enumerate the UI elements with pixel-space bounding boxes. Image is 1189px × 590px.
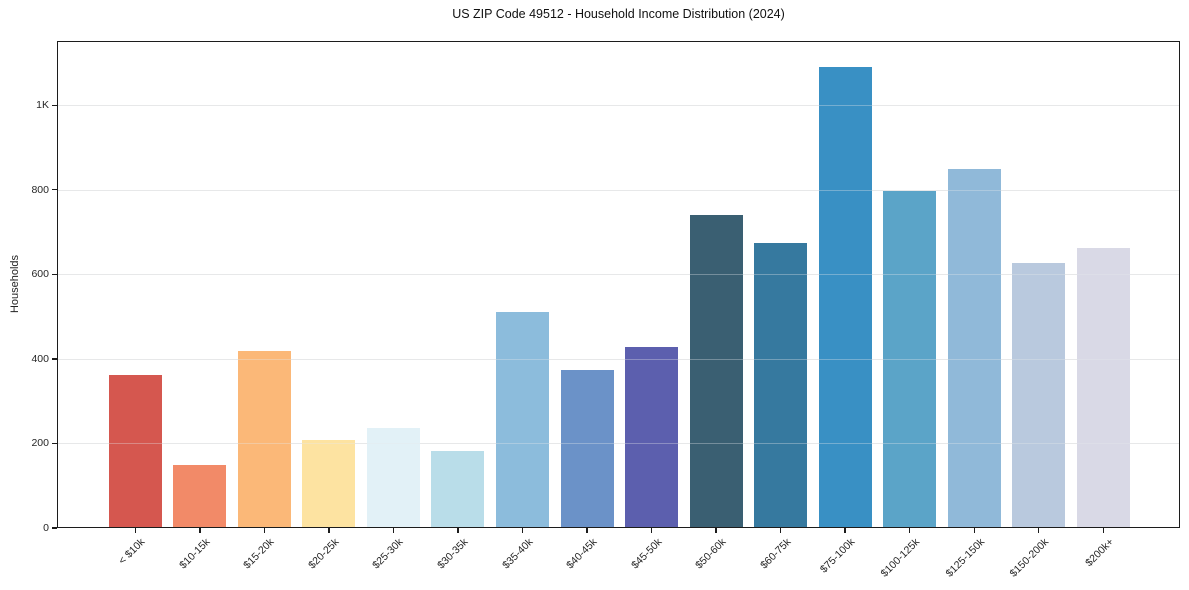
x-tick-label-$15-20k: $15-20k (241, 536, 277, 572)
y-tick-800 (51, 189, 57, 191)
x-tick-$100-125k (908, 528, 911, 533)
x-tick-label-$40-45k: $40-45k (564, 536, 600, 572)
y-tick-label-600: 600 (31, 268, 49, 281)
x-tick-$125-150k (973, 528, 975, 533)
gridline-overlay-200 (57, 443, 1180, 445)
x-tick-label-$150-200k: $150-200k (1007, 536, 1052, 580)
x-tick-$150-200k (1038, 528, 1040, 533)
gridline-200 (57, 443, 1180, 445)
y-tick-label-400: 400 (31, 352, 49, 365)
bar-$10-15k (173, 465, 227, 528)
x-tick-label-$50-60k: $50-60k (693, 536, 729, 572)
gridline-800 (57, 189, 1180, 191)
chart-title: US ZIP Code 49512 - Household Income Dis… (452, 7, 785, 21)
x-tick-$35-40k (521, 528, 524, 533)
x-tick-$20-25k (328, 528, 330, 533)
bar-$45-50k (625, 347, 679, 528)
x-tick-label-$45-50k: $45-50k (628, 536, 665, 572)
gridline-overlay-800 (57, 189, 1180, 191)
bar-< $10k (108, 374, 162, 528)
x-tick-label-$60-75k: $60-75k (757, 536, 794, 572)
x-tick-$40-45k (586, 528, 588, 533)
x-tick-$25-30k (392, 528, 395, 533)
bar-$15-20k (237, 351, 291, 528)
x-tick-label-< $10k: < $10k (116, 536, 148, 567)
y-tick-0 (51, 527, 57, 529)
x-tick-label-$100-125k: $100-125k (878, 536, 923, 580)
y-axis-label: Households (9, 254, 21, 314)
y-tick-400 (51, 358, 57, 360)
x-tick-$30-35k (457, 528, 459, 533)
x-tick-label-$20-25k: $20-25k (306, 536, 342, 572)
y-tick-label-0: 0 (43, 522, 49, 534)
x-tick-label-$25-30k: $25-30k (370, 536, 406, 572)
bar-$35-40k (495, 311, 549, 528)
bar-$125-150k (947, 169, 1001, 528)
x-tick-label-$200k+: $200k+ (1082, 536, 1116, 570)
bar-$25-30k (366, 428, 420, 528)
x-tick-$60-75k (779, 528, 782, 533)
y-tick-label-200: 200 (31, 437, 49, 450)
bar-$20-25k (302, 440, 356, 528)
x-tick-$75-100k (844, 528, 846, 533)
bar-$150-200k (1012, 262, 1066, 528)
gridline-overlay-1K (57, 105, 1180, 107)
bar-$100-125k (883, 191, 937, 528)
bar-$200k+ (1076, 248, 1130, 528)
x-tick-$50-60k (715, 528, 717, 533)
x-tick-$45-50k (650, 528, 653, 533)
gridline-400 (57, 358, 1180, 360)
gridline-600 (57, 274, 1180, 276)
y-tick-200 (51, 442, 57, 445)
x-tick-< $10k (134, 528, 136, 533)
x-tick-$200k+ (1102, 528, 1104, 533)
gridline-overlay-400 (57, 358, 1180, 360)
x-tick-$10-15k (199, 528, 201, 533)
x-tick-label-$30-35k: $30-35k (435, 536, 471, 572)
x-tick-label-$10-15k: $10-15k (177, 536, 213, 572)
gridline-overlay-600 (57, 274, 1180, 276)
x-tick-label-$75-100k: $75-100k (818, 536, 858, 576)
bar-$30-35k (431, 451, 485, 528)
y-tick-label-800: 800 (31, 183, 49, 196)
x-tick-label-$125-150k: $125-150k (943, 536, 987, 580)
y-tick-label-1K: 1K (36, 99, 49, 112)
y-tick-1K (51, 104, 57, 106)
bar-$40-45k (560, 369, 614, 528)
x-tick-$15-20k (263, 528, 266, 533)
bar-$60-75k (754, 243, 808, 528)
gridline-1K (57, 105, 1180, 107)
x-tick-label-$35-40k: $35-40k (499, 536, 535, 572)
bar-$50-60k (689, 215, 743, 528)
y-tick-600 (51, 273, 57, 276)
bar-$75-100k (818, 67, 872, 528)
